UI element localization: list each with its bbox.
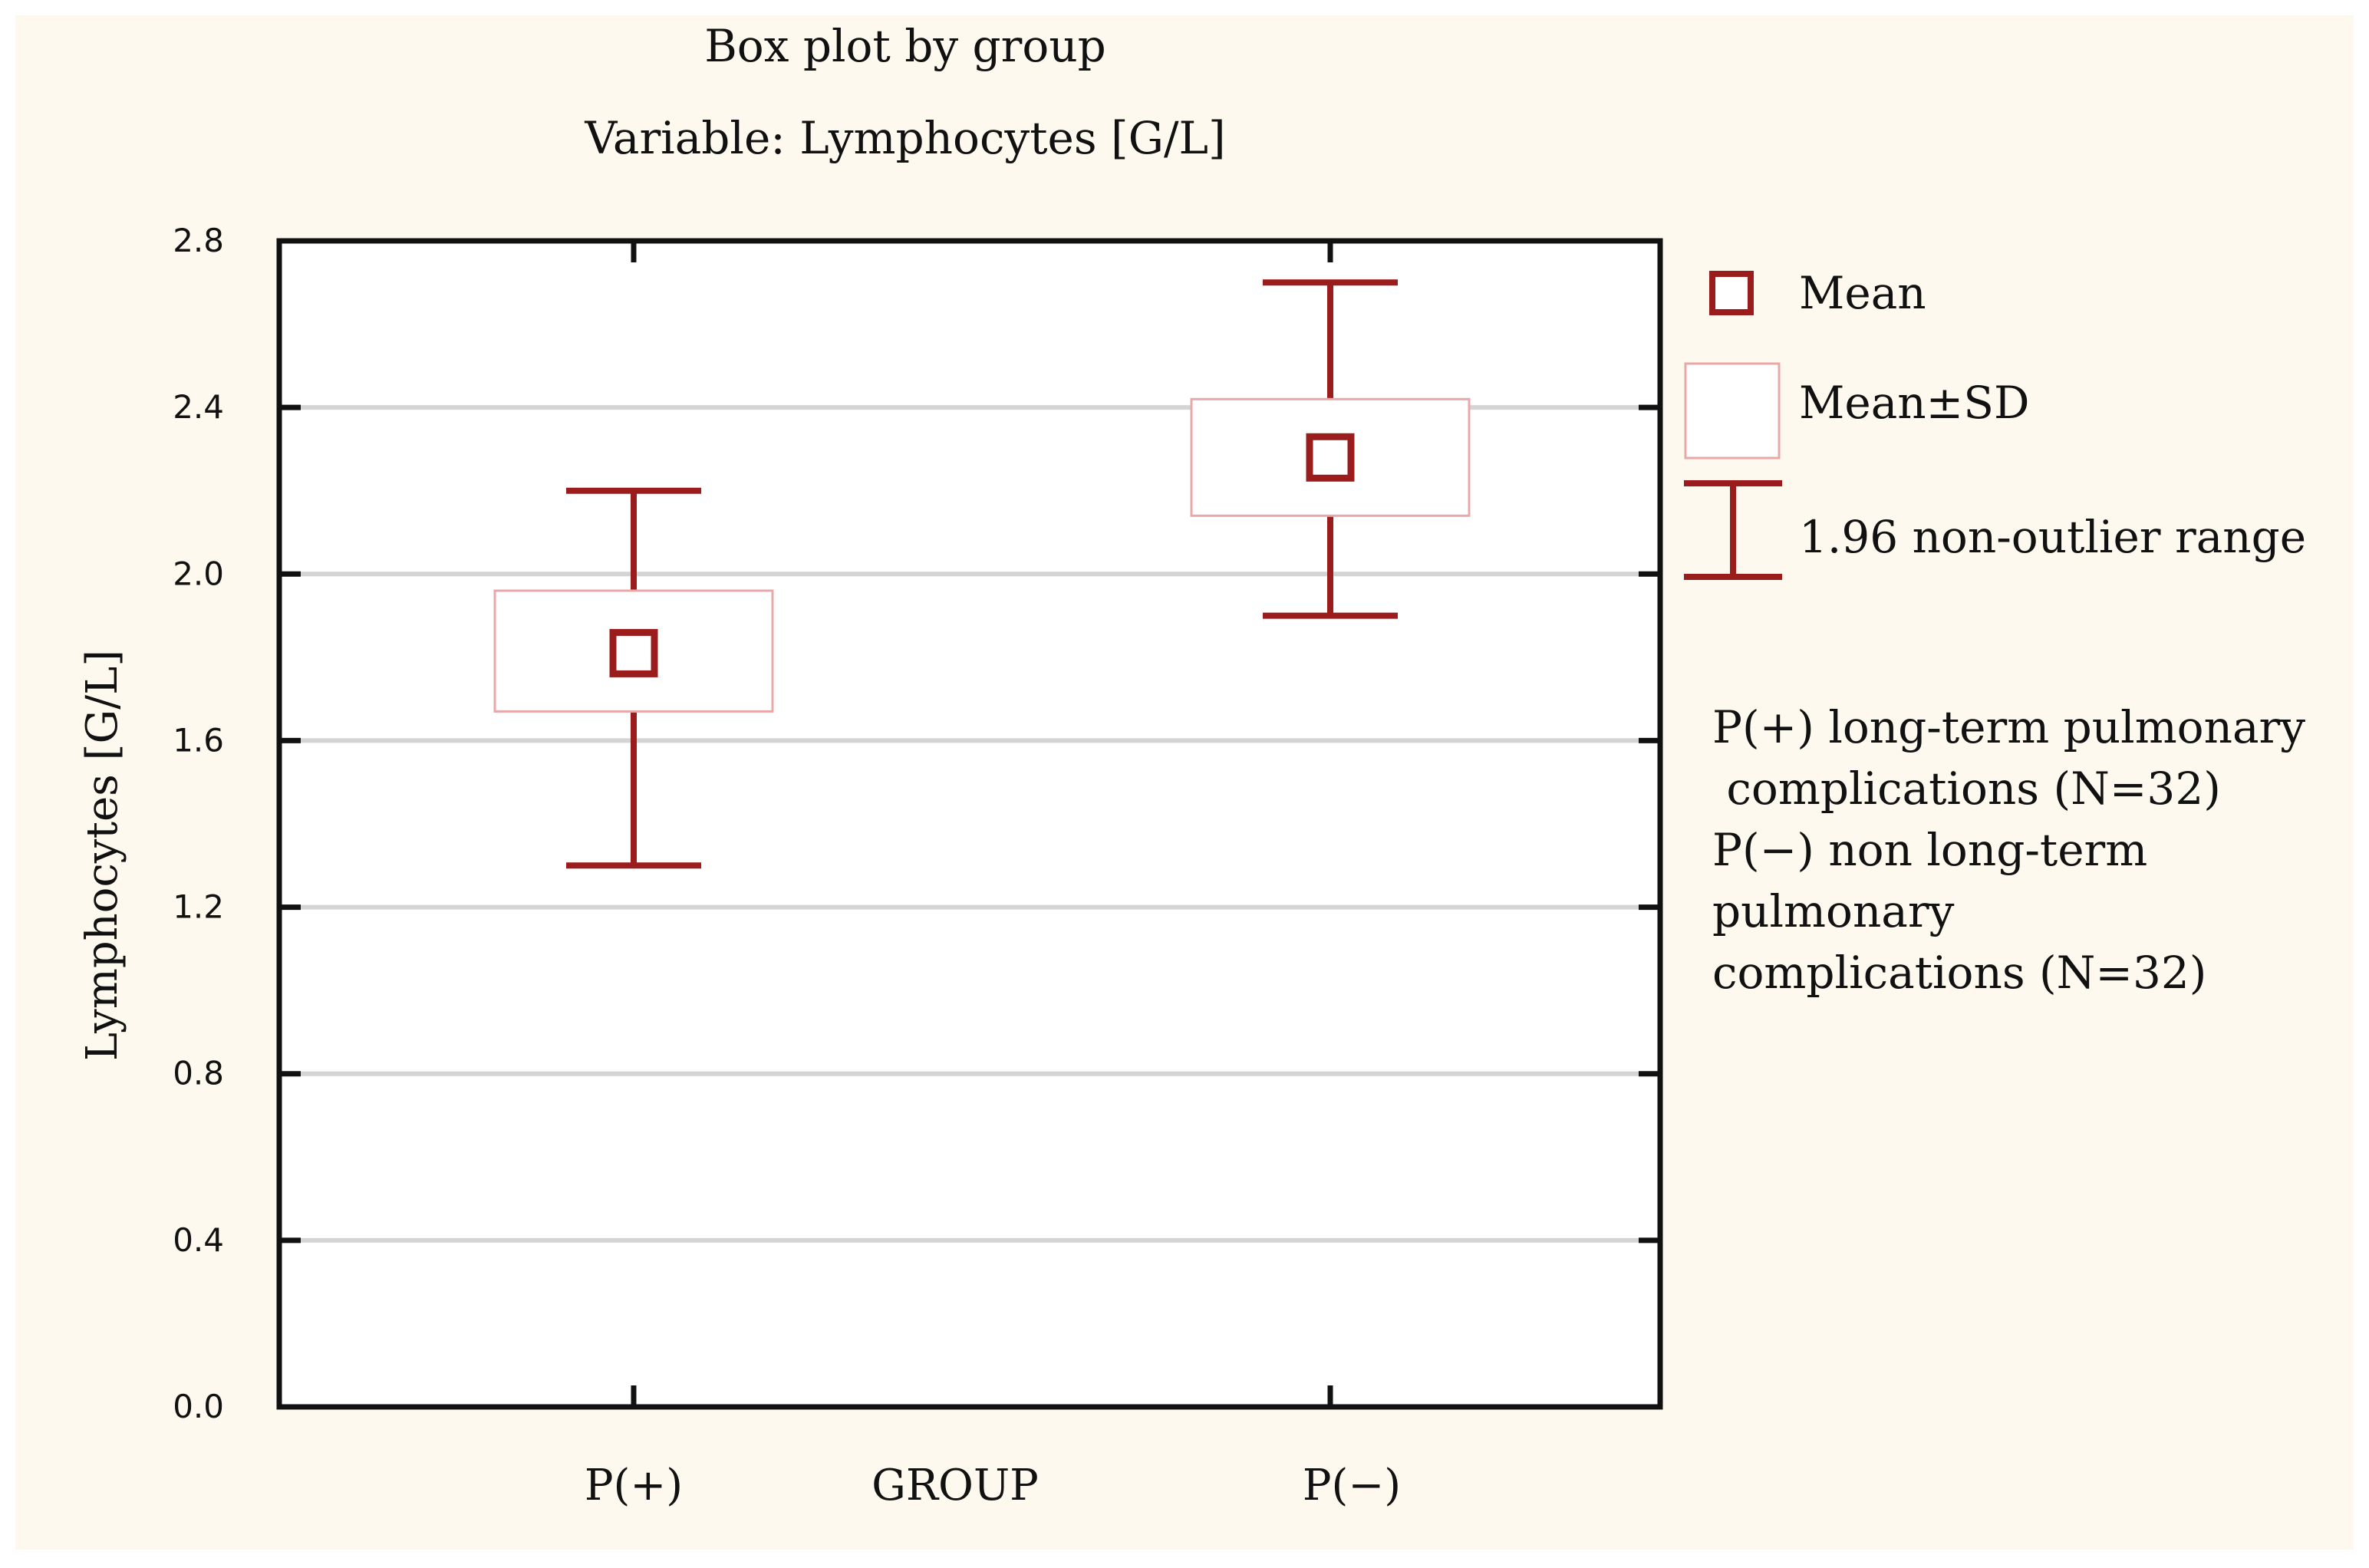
y-tick-label-7: 2.8 <box>173 222 224 259</box>
mean-marker-1 <box>1306 433 1355 482</box>
legend-sd-swatch <box>1684 362 1781 460</box>
y-tick-label-2: 0.8 <box>173 1055 224 1092</box>
legend-mean-swatch <box>1709 271 1754 315</box>
x-axis-label: GROUP <box>871 1461 1039 1510</box>
y-tick-label-3: 1.2 <box>173 888 224 926</box>
chart-subtitle: Variable: Lymphocytes [G/L] <box>584 112 1225 164</box>
x-tick-label-p-plus: P(+) <box>585 1461 683 1510</box>
note-line-2: complications (N=32) <box>1712 763 2221 815</box>
y-tick-label-5: 2.0 <box>173 555 224 592</box>
y-tick-label-6: 2.4 <box>173 388 224 426</box>
legend-mean-label: Mean <box>1799 267 1926 319</box>
y-tick-label-1: 0.4 <box>173 1221 224 1259</box>
legend-range-label: 1.96 non-outlier range <box>1799 511 2306 563</box>
group-notes: P(+) long-term pulmonary complications (… <box>1712 701 2305 999</box>
note-line-3: P(−) non long-term <box>1712 824 2147 876</box>
legend-range-swatch <box>1684 480 1782 580</box>
mean-marker-0 <box>609 628 658 677</box>
note-line-4: pulmonary <box>1712 885 1955 937</box>
legend-sd-label: Mean±SD <box>1799 377 2029 429</box>
note-line-5: complications (N=32) <box>1712 947 2206 999</box>
legend: Mean Mean±SD 1.96 non-outlier range <box>1684 267 2306 580</box>
chart-title: Box plot by group <box>704 20 1106 72</box>
y-tick-label-4: 1.6 <box>173 721 224 759</box>
y-tick-label-0: 0.0 <box>173 1388 224 1425</box>
data-marks <box>493 279 1471 869</box>
plot-frame <box>276 238 1663 1410</box>
y-axis-label: Lymphocytes [G/L] <box>77 650 127 1061</box>
x-tick-label-p-minus: P(−) <box>1303 1461 1401 1510</box>
note-line-1: P(+) long-term pulmonary <box>1712 701 2305 753</box>
sd-box-1 <box>1190 397 1471 517</box>
